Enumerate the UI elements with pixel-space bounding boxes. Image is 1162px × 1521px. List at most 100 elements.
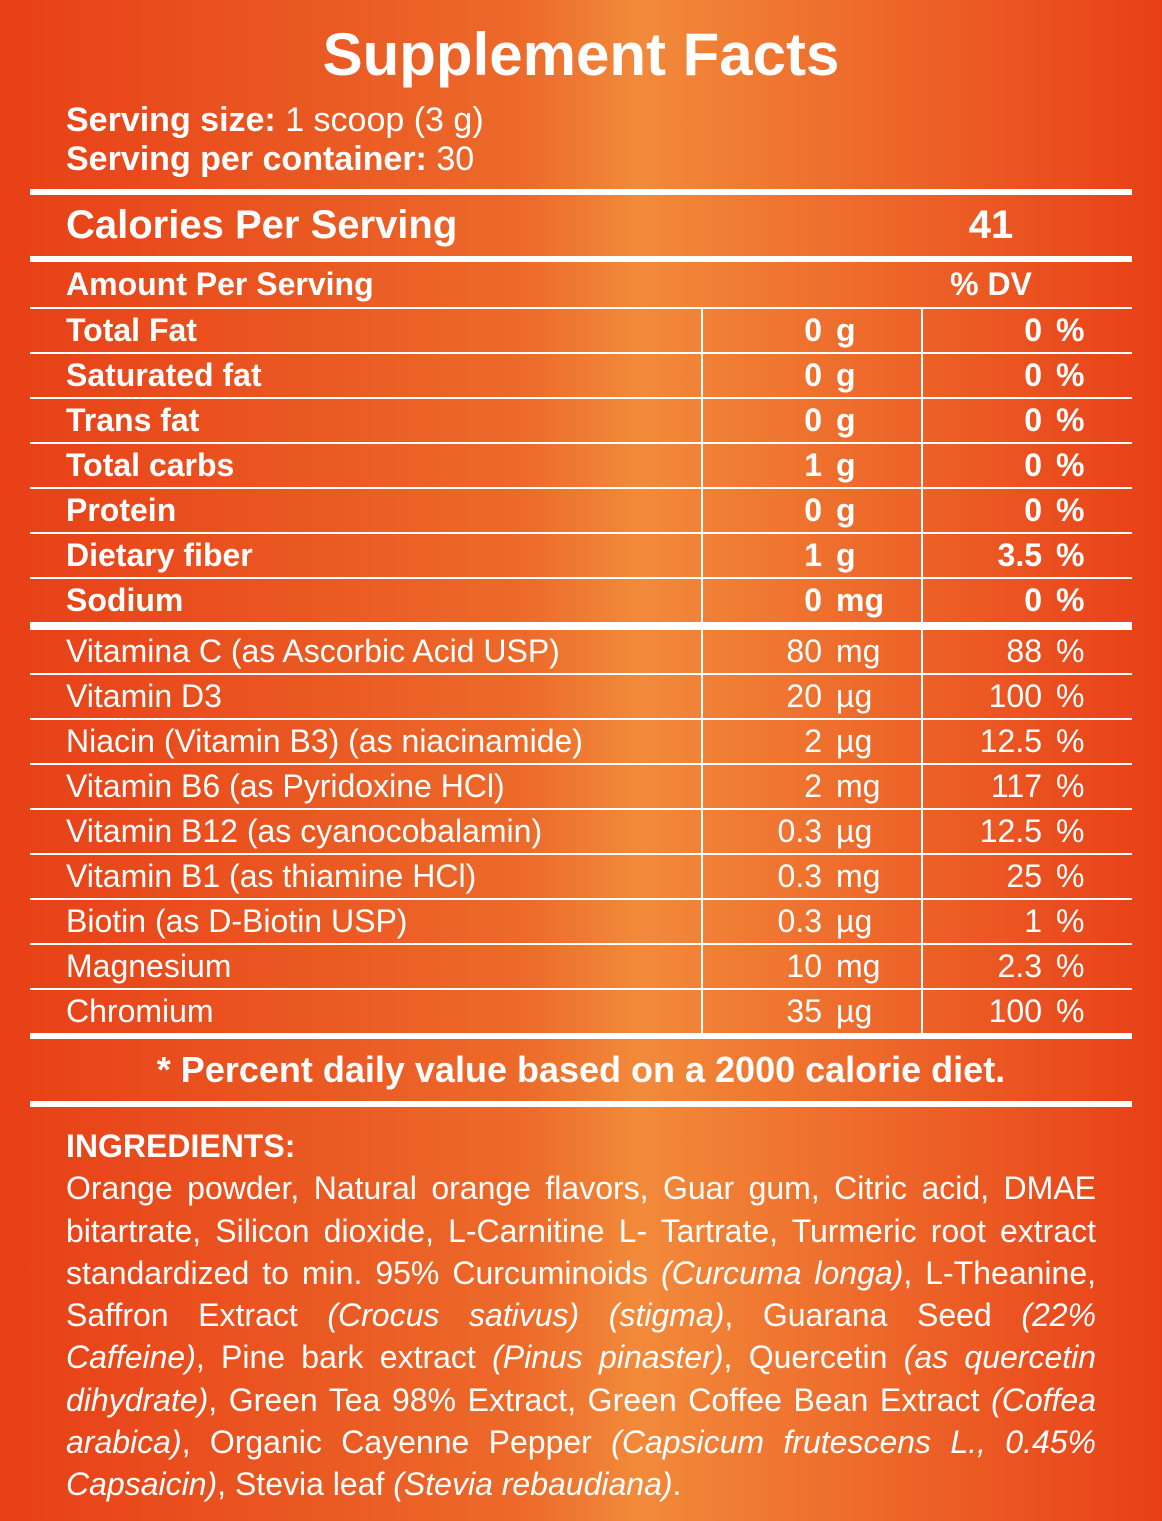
ingredients-heading: INGREDIENTS: bbox=[66, 1125, 1096, 1167]
nutrient-pct: % bbox=[1052, 533, 1132, 578]
nutrient-unit: µg bbox=[832, 989, 922, 1033]
table-row: Total Fat0g0% bbox=[30, 308, 1132, 353]
nutrient-amount: 2 bbox=[702, 719, 832, 764]
nutrient-amount: 20 bbox=[702, 674, 832, 719]
table-row: Dietary fiber1g3.5% bbox=[30, 533, 1132, 578]
nutrient-name: Total carbs bbox=[30, 443, 702, 488]
nutrient-name: Vitamin B6 (as Pyridoxine HCl) bbox=[30, 764, 702, 809]
percent-dv-label: % DV bbox=[886, 266, 1096, 303]
nutrient-name: Trans fat bbox=[30, 398, 702, 443]
table-row: Niacin (Vitamin B3) (as niacinamide)2µg1… bbox=[30, 719, 1132, 764]
nutrient-pct: % bbox=[1052, 629, 1132, 674]
calories-value: 41 bbox=[886, 203, 1096, 248]
table-row: Biotin (as D-Biotin USP)0.3µg1 % bbox=[30, 899, 1132, 944]
table-row: Vitamin B6 (as Pyridoxine HCl)2mg117 % bbox=[30, 764, 1132, 809]
table-row: Chromium35µg100 % bbox=[30, 989, 1132, 1033]
dv-footnote: * Percent daily value based on a 2000 ca… bbox=[30, 1039, 1132, 1101]
nutrient-pct: % bbox=[1052, 443, 1132, 488]
nutrient-dv: 88 bbox=[922, 629, 1052, 674]
ingredients-body: Orange powder, Natural orange flavors, G… bbox=[66, 1167, 1096, 1505]
nutrient-dv: 0 bbox=[922, 488, 1052, 533]
table-row: Trans fat0g0% bbox=[30, 398, 1132, 443]
table-row: Vitamin B1 (as thiamine HCl)0.3mg25 % bbox=[30, 854, 1132, 899]
nutrient-pct: % bbox=[1052, 809, 1132, 854]
nutrient-dv: 100 bbox=[922, 989, 1052, 1033]
table-row: Vitamin D320µg100% bbox=[30, 674, 1132, 719]
nutrient-dv: 0 bbox=[922, 578, 1052, 622]
nutrient-name: Vitamin B1 (as thiamine HCl) bbox=[30, 854, 702, 899]
nutrient-unit: g bbox=[832, 308, 922, 353]
nutrient-unit: µg bbox=[832, 719, 922, 764]
nutrient-unit: mg bbox=[832, 944, 922, 989]
nutrient-pct: % bbox=[1052, 578, 1132, 622]
nutrient-unit: g bbox=[832, 353, 922, 398]
nutrient-pct: % bbox=[1052, 398, 1132, 443]
nutrient-amount: 0 bbox=[702, 488, 832, 533]
serving-size-label: Serving size: bbox=[66, 101, 276, 139]
serving-per-container-value: 30 bbox=[427, 140, 474, 178]
nutrient-name: Magnesium bbox=[30, 944, 702, 989]
nutrient-name: Niacin (Vitamin B3) (as niacinamide) bbox=[30, 719, 702, 764]
nutrient-unit: µg bbox=[832, 809, 922, 854]
ingredients-block: INGREDIENTS: Orange powder, Natural oran… bbox=[30, 1107, 1132, 1505]
nutrient-amount: 0 bbox=[702, 308, 832, 353]
nutrient-name: Dietary fiber bbox=[30, 533, 702, 578]
nutrient-unit: mg bbox=[832, 764, 922, 809]
nutrient-amount: 0 bbox=[702, 398, 832, 443]
nutrient-pct: % bbox=[1052, 854, 1132, 899]
amount-header-row: Amount Per Serving % DV bbox=[30, 262, 1132, 307]
nutrient-unit: mg bbox=[832, 854, 922, 899]
nutrient-name: Biotin (as D-Biotin USP) bbox=[30, 899, 702, 944]
nutrient-unit: g bbox=[832, 398, 922, 443]
nutrient-dv: 100 bbox=[922, 674, 1052, 719]
nutrient-dv: 25 bbox=[922, 854, 1052, 899]
nutrient-unit: µg bbox=[832, 899, 922, 944]
serving-size-value: 1 scoop (3 g) bbox=[276, 101, 484, 139]
nutrient-pct: % bbox=[1052, 719, 1132, 764]
nutrient-pct: % bbox=[1052, 899, 1132, 944]
nutrient-amount: 0 bbox=[702, 578, 832, 622]
nutrient-amount: 0 bbox=[702, 353, 832, 398]
nutrient-dv: 0 bbox=[922, 443, 1052, 488]
macros-table: Total Fat0g0%Saturated fat0g0%Trans fat0… bbox=[30, 307, 1132, 622]
serving-per-container-label: Serving per container: bbox=[66, 140, 427, 178]
nutrient-name: Vitamin B12 (as cyanocobalamin) bbox=[30, 809, 702, 854]
nutrient-unit: µg bbox=[832, 674, 922, 719]
nutrient-name: Vitamin D3 bbox=[30, 674, 702, 719]
nutrient-dv: 1 bbox=[922, 899, 1052, 944]
nutrient-dv: 117 bbox=[922, 764, 1052, 809]
nutrient-pct: % bbox=[1052, 989, 1132, 1033]
nutrient-amount: 0.3 bbox=[702, 899, 832, 944]
calories-label: Calories Per Serving bbox=[66, 203, 886, 248]
nutrient-pct: % bbox=[1052, 764, 1132, 809]
table-row: Magnesium10 mg2.3 % bbox=[30, 944, 1132, 989]
table-row: Protein0g0% bbox=[30, 488, 1132, 533]
nutrient-dv: 2.3 bbox=[922, 944, 1052, 989]
nutrient-dv: 3.5 bbox=[922, 533, 1052, 578]
nutrient-pct: % bbox=[1052, 674, 1132, 719]
nutrient-pct: % bbox=[1052, 488, 1132, 533]
nutrient-name: Total Fat bbox=[30, 308, 702, 353]
nutrient-amount: 2 bbox=[702, 764, 832, 809]
nutrient-name: Protein bbox=[30, 488, 702, 533]
nutrient-dv: 12.5 bbox=[922, 809, 1052, 854]
amount-per-serving-label: Amount Per Serving bbox=[66, 266, 886, 303]
nutrient-name: Chromium bbox=[30, 989, 702, 1033]
nutrient-dv: 12.5 bbox=[922, 719, 1052, 764]
nutrient-amount: 0.3 bbox=[702, 809, 832, 854]
nutrient-amount: 1 bbox=[702, 443, 832, 488]
serving-info: Serving size: 1 scoop (3 g) Serving per … bbox=[30, 101, 1132, 189]
nutrient-unit: g bbox=[832, 443, 922, 488]
nutrient-name: Sodium bbox=[30, 578, 702, 622]
nutrient-name: Vitamina C (as Ascorbic Acid USP) bbox=[30, 629, 702, 674]
nutrient-unit: g bbox=[832, 488, 922, 533]
nutrient-dv: 0 bbox=[922, 398, 1052, 443]
nutrient-unit: g bbox=[832, 533, 922, 578]
nutrient-amount: 10 bbox=[702, 944, 832, 989]
nutrient-amount: 1 bbox=[702, 533, 832, 578]
nutrient-pct: % bbox=[1052, 353, 1132, 398]
nutrient-dv: 0 bbox=[922, 308, 1052, 353]
table-row: Vitamina C (as Ascorbic Acid USP)80mg88% bbox=[30, 629, 1132, 674]
nutrient-pct: % bbox=[1052, 308, 1132, 353]
panel-title: Supplement Facts bbox=[30, 20, 1132, 89]
